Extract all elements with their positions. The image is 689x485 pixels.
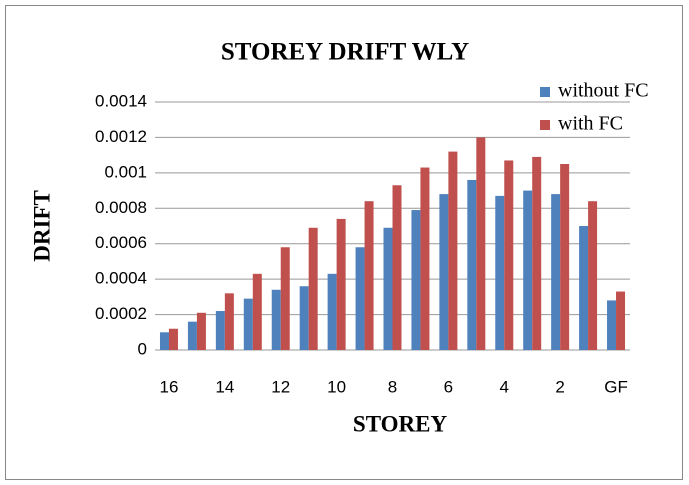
x-tick-label: 4 bbox=[500, 377, 509, 396]
x-tick-label: 12 bbox=[271, 377, 290, 396]
legend-label: without FC bbox=[558, 80, 649, 102]
legend-swatch bbox=[540, 87, 550, 97]
legend-swatch bbox=[540, 120, 550, 130]
bar bbox=[271, 289, 281, 350]
bar bbox=[299, 286, 309, 350]
bar bbox=[448, 151, 458, 350]
bar bbox=[616, 291, 626, 350]
x-tick-label: 14 bbox=[215, 377, 234, 396]
legend-label: with FC bbox=[558, 113, 623, 135]
bar bbox=[392, 185, 402, 350]
x-tick-label: 10 bbox=[327, 377, 346, 396]
bar bbox=[280, 247, 290, 350]
bar bbox=[187, 321, 197, 350]
bar bbox=[588, 201, 598, 350]
bar bbox=[383, 227, 393, 350]
bar bbox=[523, 190, 533, 350]
bar bbox=[168, 328, 178, 350]
bar bbox=[411, 210, 421, 350]
bar bbox=[327, 273, 337, 350]
bar bbox=[243, 298, 253, 350]
bar bbox=[607, 300, 617, 350]
bar bbox=[504, 160, 514, 350]
bar bbox=[476, 137, 486, 350]
x-tick-label: 2 bbox=[555, 377, 564, 396]
bar bbox=[560, 164, 570, 350]
bar bbox=[308, 227, 318, 350]
bar bbox=[551, 194, 561, 350]
bar bbox=[495, 195, 505, 350]
bar bbox=[159, 332, 169, 350]
x-tick-label: 8 bbox=[388, 377, 397, 396]
x-axis-label: STOREY bbox=[353, 411, 448, 436]
bar bbox=[439, 194, 449, 350]
y-tick-label: 0 bbox=[138, 339, 147, 358]
bar bbox=[364, 201, 374, 350]
y-tick-label: 0.0008 bbox=[95, 198, 147, 217]
bar bbox=[467, 179, 477, 350]
bar bbox=[196, 312, 206, 350]
x-tick-label: 6 bbox=[444, 377, 453, 396]
chart-title: STOREY DRIFT WLY bbox=[221, 39, 469, 66]
y-axis-label: DRIFT bbox=[29, 190, 54, 262]
y-tick-label: 0.0006 bbox=[95, 233, 147, 252]
y-tick-label: 0.001 bbox=[104, 162, 147, 181]
bar bbox=[215, 311, 225, 350]
bar bbox=[420, 167, 430, 350]
x-tick-label: GF bbox=[604, 377, 628, 396]
y-tick-label: 0.0014 bbox=[95, 91, 147, 110]
y-tick-label: 0.0012 bbox=[95, 127, 147, 146]
x-tick-label: 16 bbox=[160, 377, 179, 396]
bar bbox=[336, 218, 346, 350]
y-tick-label: 0.0002 bbox=[95, 304, 147, 323]
bar bbox=[532, 156, 542, 350]
bar bbox=[355, 247, 365, 350]
y-tick-label: 0.0004 bbox=[95, 269, 147, 288]
bar bbox=[579, 226, 589, 350]
bar bbox=[252, 273, 262, 350]
bar bbox=[224, 293, 234, 350]
